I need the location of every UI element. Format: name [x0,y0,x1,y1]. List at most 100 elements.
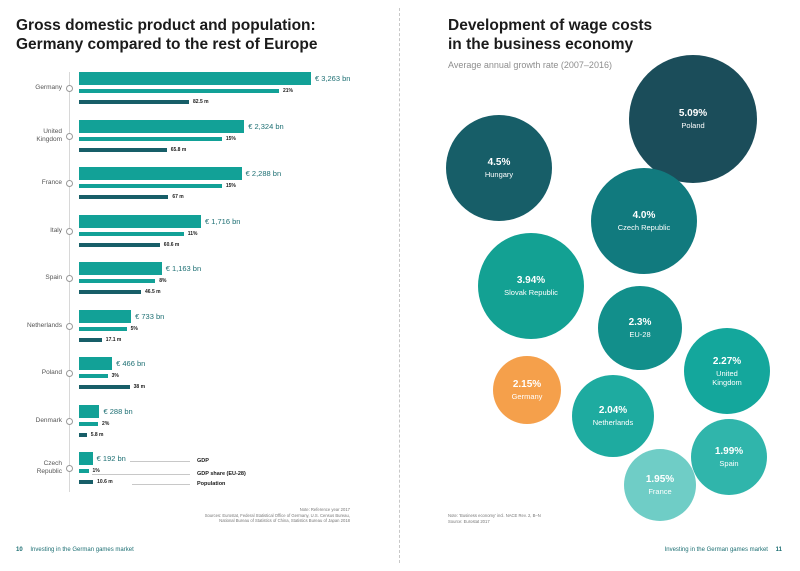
gdp-share-value-label: 5% [130,325,138,332]
gdp-share-bar [79,184,222,188]
left-page-number: 10 [16,547,23,553]
gdp-share-value-label: 15% [225,135,236,142]
gdp-value-label: € 466 bn [116,359,146,368]
category-marker [66,322,73,330]
category-label: Poland [0,369,62,377]
gdp-share-bar [79,374,108,378]
sources-line1: Sources: Eurostat, Federal Statistical O… [204,512,350,518]
gdp-share-bar [79,89,279,93]
bubble-label: EU-28 [629,330,651,339]
population-value-label: 38 m [133,384,146,390]
gdp-bar [79,167,242,180]
category-label: Denmark [0,417,62,425]
category-label: France [0,179,62,187]
gdp-bar [79,404,100,418]
right-notes: Note: 'Business economy' incl. NACE Rev.… [448,513,541,524]
population-bar [79,242,160,247]
right-page-number: 11 [775,547,782,553]
bubble-slovak-republic: 3.94% Slovak Republic [478,233,584,339]
bubble-value: 2.3% [628,317,652,328]
category-marker [66,132,73,140]
legend-gdp-share: GDP share (EU-28) [197,471,246,477]
population-value-label: 65.8 m [170,146,187,153]
legend-line-population [132,484,190,485]
bubble-netherlands: 2.04% Netherlands [572,375,654,457]
population-value-label: 5.8 m [90,431,104,438]
category-marker [66,180,73,187]
bubble-chart-subtitle: Average annual growth rate (2007–2016) [448,60,612,70]
category-label: United Kingdom [0,128,62,144]
bar-chart-title: Gross domestic product and population: G… [16,16,317,54]
population-bar [79,147,167,152]
category-marker [66,227,73,235]
bubble-spain: 1.99% Spain [691,419,767,495]
bubble-eu-28: 2.3% EU-28 [598,286,682,370]
sources-line2: National Bureau of Statistics of China, … [219,518,350,523]
bubble-value: 4.5% [487,157,511,168]
gdp-bar [79,309,132,323]
category-label: Italy [0,227,62,235]
bubble-united-kingdom: 2.27% United Kingdom [684,328,770,414]
gdp-share-value-label: 21% [283,88,294,94]
bubble-value: 2.15% [512,379,542,390]
population-bar [79,290,141,294]
bubble-value: 1.99% [714,446,744,457]
right-footer: Investing in the German games market 11 [665,547,782,553]
category-label-line: Republic [36,468,62,475]
population-value-label: 82.5 m [193,99,209,105]
bubble-value: 2.27% [712,355,742,367]
category-marker [66,417,73,425]
gdp-bar [79,452,93,465]
page-divider [399,8,400,563]
population-bar [79,195,169,199]
category-label: Spain [0,274,62,282]
category-label-line: Germany [35,84,62,91]
right-note: Note: 'Business economy' incl. NACE Rev.… [448,513,541,518]
population-value-label: 46.5 m [145,289,161,295]
legend-population: Population [197,481,226,487]
gdp-value-label: € 288 bn [103,406,133,416]
bubble-label: Slovak Republic [504,288,558,297]
bubble-label: Netherlands [592,418,634,427]
bubble-czech-republic: 4.0% Czech Republic [591,168,697,274]
bubble-chart-title-line1: Development of wage costs [448,17,653,34]
bubble-label: Spain [719,459,739,468]
category-label-line: Czech [43,460,62,467]
bubble-label: United Kingdom [712,368,742,387]
category-marker [66,85,73,92]
bubble-chart-title: Development of wage costs in the busines… [448,16,652,54]
bubble-label: Czech Republic [617,223,671,232]
category-label-line: Poland [41,369,62,376]
bubble-poland: 5.09% Poland [629,55,757,183]
category-label: Czech Republic [0,460,62,476]
category-label-line: Denmark [35,416,62,424]
bubble-value: 5.09% [678,108,708,119]
gdp-share-value-label: 11% [187,230,198,237]
note-reference-year: Note: Reference year 2017 [299,507,350,512]
gdp-value-label: € 1,163 bn [165,264,202,273]
population-bar [79,100,189,104]
population-value-label: 67 m [172,194,184,200]
category-marker [66,275,73,282]
category-label-line: Kingdom [36,135,62,143]
gdp-share-value-label: 15% [225,183,236,189]
gdp-value-label: € 1,716 bn [205,216,241,226]
right-page: Development of wage costs in the busines… [400,0,800,571]
category-label-line: France [41,179,62,186]
gdp-bar [79,214,201,228]
bubble-value: 2.04% [598,405,628,416]
gdp-bar [79,262,162,275]
gdp-bar [79,119,245,133]
bar-chart-title-line1: Gross domestic product and population: [16,17,316,34]
gdp-bar [79,72,311,85]
legend-gdp: GDP [197,458,209,464]
gdp-share-bar [79,421,99,426]
gdp-bar [79,357,113,370]
gdp-share-bar [79,136,222,141]
category-marker [66,465,73,472]
population-bar [79,432,87,437]
category-label-line: Netherlands [26,321,62,329]
gdp-value-label: € 733 bn [135,311,165,321]
legend-line-gdp [130,461,190,462]
category-label-line: Italy [50,226,62,234]
